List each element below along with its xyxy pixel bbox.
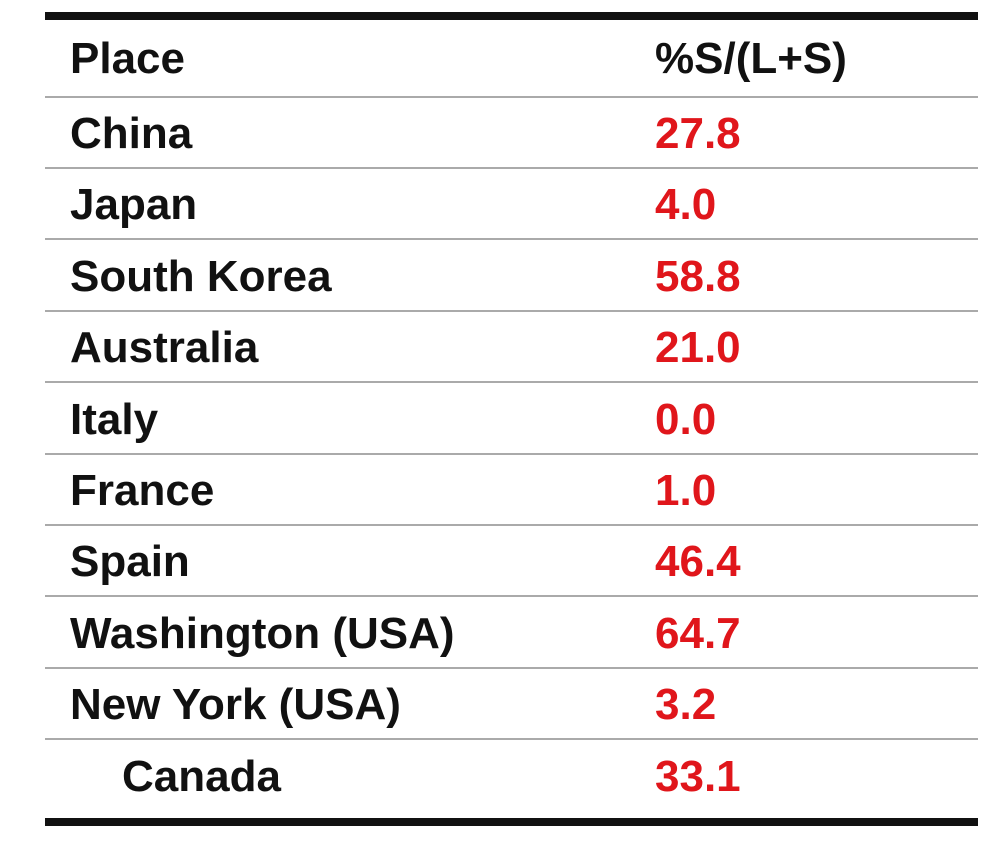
table-cell: France	[70, 466, 215, 515]
table-row: Canada 33.1	[45, 741, 978, 812]
table-cell: 27.8	[655, 109, 741, 158]
header-cell: Place	[70, 34, 185, 83]
table-row: Washington (USA) 64.7	[45, 598, 978, 669]
table: Place %S/(L+S) China 27.8 Japan 4.0 South Ko…	[45, 12, 978, 826]
header-cell: %S/(L+S)	[655, 34, 847, 83]
table-cell: 33.1	[655, 751, 741, 801]
table-cell: 58.8	[655, 251, 741, 301]
table-cell: 46.4	[655, 537, 741, 587]
bottom-rule	[45, 818, 978, 826]
table-cell: South Korea	[70, 251, 332, 301]
table-row: Italy 0.0	[45, 384, 978, 455]
table-row: China 27.8	[45, 98, 978, 169]
table-cell: Italy	[70, 394, 159, 444]
table-cell: Washington (USA)	[70, 608, 455, 658]
table-row: South Korea 58.8	[45, 241, 978, 312]
table-row: Spain 46.4	[45, 526, 978, 598]
table-cell: Canada	[122, 751, 281, 801]
table-cell: 64.7	[655, 608, 741, 658]
table-cell: 1.0	[655, 466, 717, 515]
table-cell: Spain	[70, 537, 190, 587]
table-cell: 3.2	[655, 680, 717, 730]
table-row: Japan 4.0	[45, 169, 978, 241]
table-cell: 0.0	[655, 394, 717, 444]
table-cell: New York (USA)	[70, 680, 401, 730]
table-cell: 21.0	[655, 323, 741, 373]
table-cell: 4.0	[655, 180, 717, 230]
table-row: New York (USA) 3.2	[45, 669, 978, 741]
table-row: Australia 21.0	[45, 312, 978, 384]
table-cell: Japan	[70, 180, 198, 230]
table-cell: Australia	[70, 323, 259, 373]
top-rule	[45, 12, 978, 20]
table-row: France 1.0	[45, 455, 978, 526]
header-row: Place %S/(L+S)	[45, 20, 978, 98]
table-cell: China	[70, 109, 193, 158]
